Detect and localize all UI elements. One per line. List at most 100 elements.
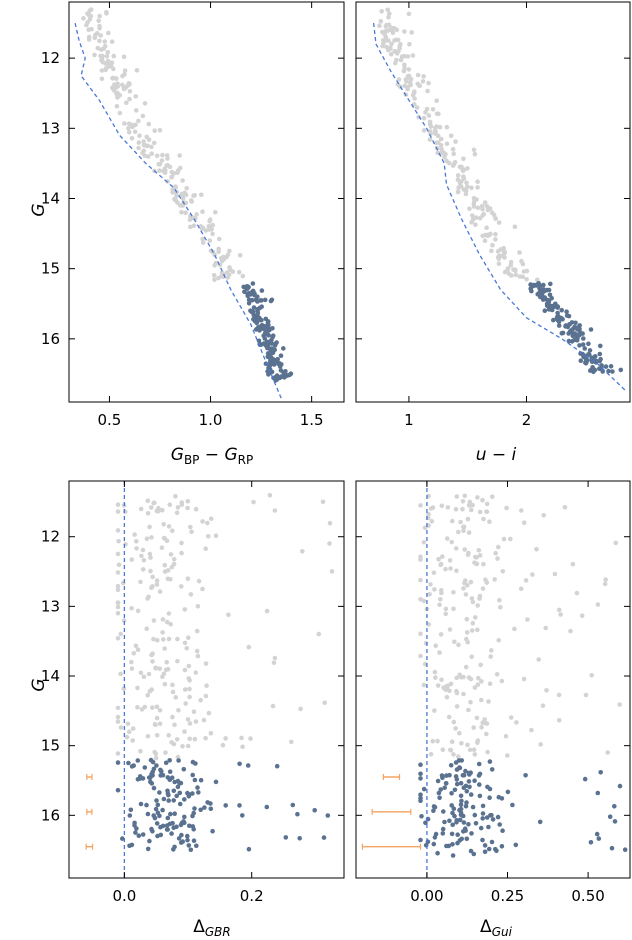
data-point-bright xyxy=(153,751,159,757)
data-point-bright xyxy=(421,128,427,133)
data-point-bright xyxy=(149,535,154,540)
data-point-bright xyxy=(140,547,146,553)
data-point-bright xyxy=(524,277,529,282)
data-point-bright xyxy=(123,509,128,514)
data-point-faint xyxy=(190,759,196,765)
data-point-bright xyxy=(140,113,146,119)
data-point-bright xyxy=(556,718,562,723)
data-point-faint xyxy=(136,833,142,838)
data-point-faint xyxy=(489,812,494,818)
data-point-bright xyxy=(223,736,228,741)
data-point-bright xyxy=(502,250,508,255)
data-point-faint xyxy=(553,303,559,308)
data-point-bright xyxy=(165,162,170,168)
data-point-bright xyxy=(407,80,413,85)
data-point-faint xyxy=(480,803,486,809)
data-point-bright xyxy=(213,533,219,539)
data-point-bright xyxy=(378,18,384,24)
data-point-bright xyxy=(534,546,539,552)
data-point-bright xyxy=(171,741,177,747)
data-point-bright xyxy=(438,561,444,567)
data-point-faint xyxy=(154,798,159,803)
data-point-bright xyxy=(130,738,135,743)
data-point-bright xyxy=(517,274,523,279)
data-point-bright xyxy=(426,80,431,86)
data-point-bright xyxy=(432,587,437,592)
x-tick-label: 0.25 xyxy=(491,887,524,905)
data-point-bright xyxy=(444,158,449,164)
data-point-bright xyxy=(505,753,510,758)
data-point-faint xyxy=(244,286,249,291)
data-point-faint xyxy=(279,374,285,379)
data-point-bright xyxy=(452,639,457,645)
data-point-bright xyxy=(136,145,141,151)
data-point-faint xyxy=(267,362,273,367)
y-tick-label: 12 xyxy=(41,528,60,546)
data-point-faint xyxy=(560,330,566,336)
data-point-faint xyxy=(258,298,263,303)
data-point-faint xyxy=(115,760,121,765)
data-point-faint xyxy=(151,785,157,791)
data-point-bright xyxy=(437,602,442,608)
data-point-faint xyxy=(477,782,482,787)
data-point-bright xyxy=(465,184,470,190)
data-point-faint xyxy=(598,343,603,349)
data-point-bright xyxy=(405,54,411,59)
data-point-bright xyxy=(447,627,453,632)
data-point-bright xyxy=(502,255,507,260)
data-point-bright xyxy=(474,561,479,567)
data-point-bright xyxy=(481,561,486,567)
data-point-bright xyxy=(150,651,155,656)
data-point-bright xyxy=(500,569,506,574)
data-point-bright xyxy=(451,606,456,612)
data-point-bright xyxy=(470,620,476,626)
data-point-bright xyxy=(556,692,562,698)
data-point-bright xyxy=(403,77,409,82)
data-point-faint xyxy=(464,836,470,842)
data-point-bright xyxy=(86,34,92,40)
data-point-faint xyxy=(181,766,187,772)
data-point-faint xyxy=(223,803,228,808)
data-point-faint xyxy=(477,771,483,777)
data-point-bright xyxy=(439,136,444,142)
data-point-bright xyxy=(115,719,121,724)
data-point-bright xyxy=(207,238,213,243)
data-point-faint xyxy=(167,769,173,774)
data-point-faint xyxy=(567,322,572,327)
data-point-faint xyxy=(194,843,199,849)
data-point-faint xyxy=(272,358,278,364)
data-point-bright xyxy=(145,734,151,739)
data-point-faint xyxy=(551,317,556,323)
panel-bottom-right: 0.00 0.25 0.50 xyxy=(355,480,631,905)
data-point-faint xyxy=(446,843,452,849)
data-point-faint xyxy=(213,779,219,785)
data-point-bright xyxy=(574,590,580,596)
data-point-bright xyxy=(450,146,456,152)
data-point-bright xyxy=(570,561,576,567)
data-point-bright xyxy=(207,219,212,224)
data-point-faint xyxy=(171,825,176,831)
data-point-bright xyxy=(115,551,121,557)
data-point-bright xyxy=(482,238,488,243)
data-point-bright xyxy=(225,252,231,258)
data-point-bright xyxy=(126,126,131,131)
data-point-bright xyxy=(170,528,175,533)
data-point-bright xyxy=(248,736,253,741)
data-point-bright xyxy=(94,31,100,36)
data-point-faint xyxy=(523,773,528,778)
data-point-bright xyxy=(189,529,194,535)
data-point-faint xyxy=(251,312,257,318)
data-point-faint xyxy=(441,809,446,814)
data-point-faint xyxy=(192,806,197,811)
data-point-bright xyxy=(445,683,451,688)
data-point-bright xyxy=(382,31,387,37)
data-point-bright xyxy=(126,729,132,734)
data-point-bright xyxy=(193,506,199,512)
data-point-faint xyxy=(545,297,550,303)
data-point-faint xyxy=(574,334,580,340)
data-point-bright xyxy=(115,528,121,533)
data-point-faint xyxy=(262,331,268,336)
data-point-bright xyxy=(115,583,121,589)
y-tick-label: 16 xyxy=(41,330,60,348)
data-point-faint xyxy=(450,822,456,828)
